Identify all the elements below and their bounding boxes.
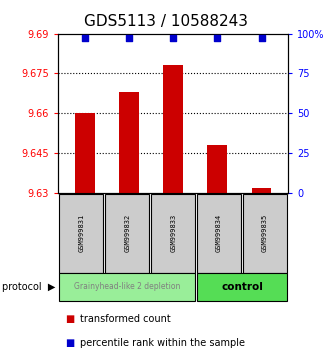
Point — [259, 35, 264, 41]
Text: GSM999833: GSM999833 — [170, 213, 176, 252]
Bar — [75, 113, 95, 193]
Point — [82, 35, 88, 41]
Text: GDS5113 / 10588243: GDS5113 / 10588243 — [85, 14, 248, 29]
Point — [170, 35, 176, 41]
Text: transformed count: transformed count — [80, 314, 171, 324]
Bar — [252, 188, 271, 193]
Text: protocol  ▶: protocol ▶ — [2, 282, 55, 292]
Bar — [119, 92, 139, 193]
Text: percentile rank within the sample: percentile rank within the sample — [80, 338, 245, 348]
Point — [126, 35, 132, 41]
Point — [215, 35, 220, 41]
Text: control: control — [221, 282, 263, 292]
Text: GSM999831: GSM999831 — [78, 213, 84, 252]
Text: ■: ■ — [65, 338, 74, 348]
Bar — [163, 65, 183, 193]
Text: ■: ■ — [65, 314, 74, 324]
Text: GSM999832: GSM999832 — [124, 213, 130, 252]
Bar — [207, 145, 227, 193]
Text: Grainyhead-like 2 depletion: Grainyhead-like 2 depletion — [74, 282, 180, 291]
Text: GSM999834: GSM999834 — [216, 213, 222, 252]
Text: GSM999835: GSM999835 — [262, 213, 268, 252]
